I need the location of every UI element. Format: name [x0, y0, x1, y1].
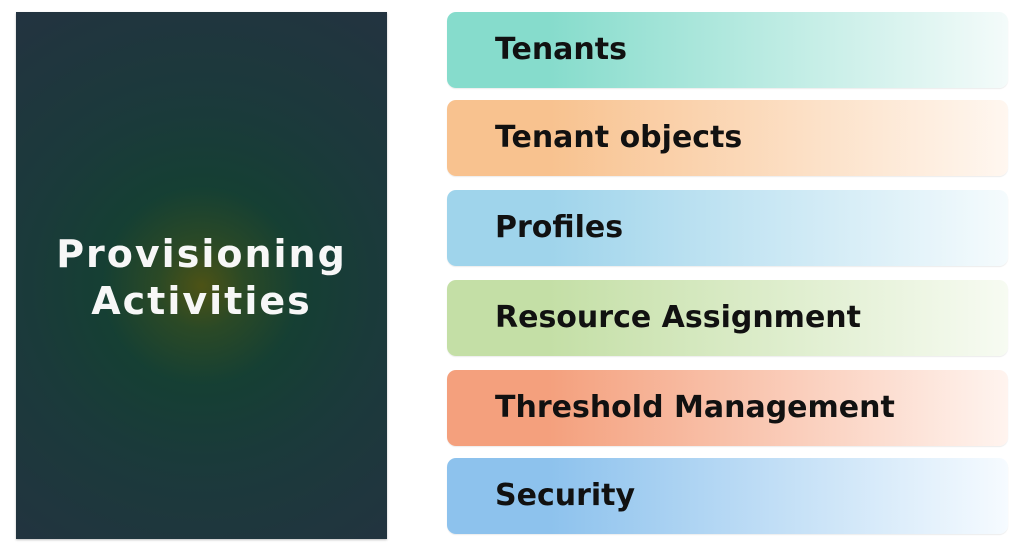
activity-card-tenants: Tenants	[447, 12, 1008, 88]
activity-label-tenant-objects: Tenant objects	[495, 120, 743, 155]
provisioning-activities-panel: Provisioning Activities	[16, 12, 387, 539]
activity-label-profiles: Profiles	[495, 210, 624, 245]
activity-card-tenant-objects: Tenant objects	[447, 100, 1008, 176]
activity-label-threshold-management: Threshold Management	[495, 390, 895, 425]
activity-card-resource-assignment: Resource Assignment	[447, 280, 1008, 356]
activity-label-security: Security	[495, 478, 636, 513]
activity-label-tenants: Tenants	[495, 32, 627, 67]
activity-card-security: Security	[447, 458, 1008, 534]
activity-card-threshold-management: Threshold Management	[447, 370, 1008, 446]
activity-card-profiles: Profiles	[447, 190, 1008, 266]
activity-list: Tenants Tenant objects Profiles Resource…	[447, 12, 1008, 534]
activity-label-resource-assignment: Resource Assignment	[495, 300, 861, 335]
provisioning-activities-title: Provisioning Activities	[56, 231, 347, 323]
